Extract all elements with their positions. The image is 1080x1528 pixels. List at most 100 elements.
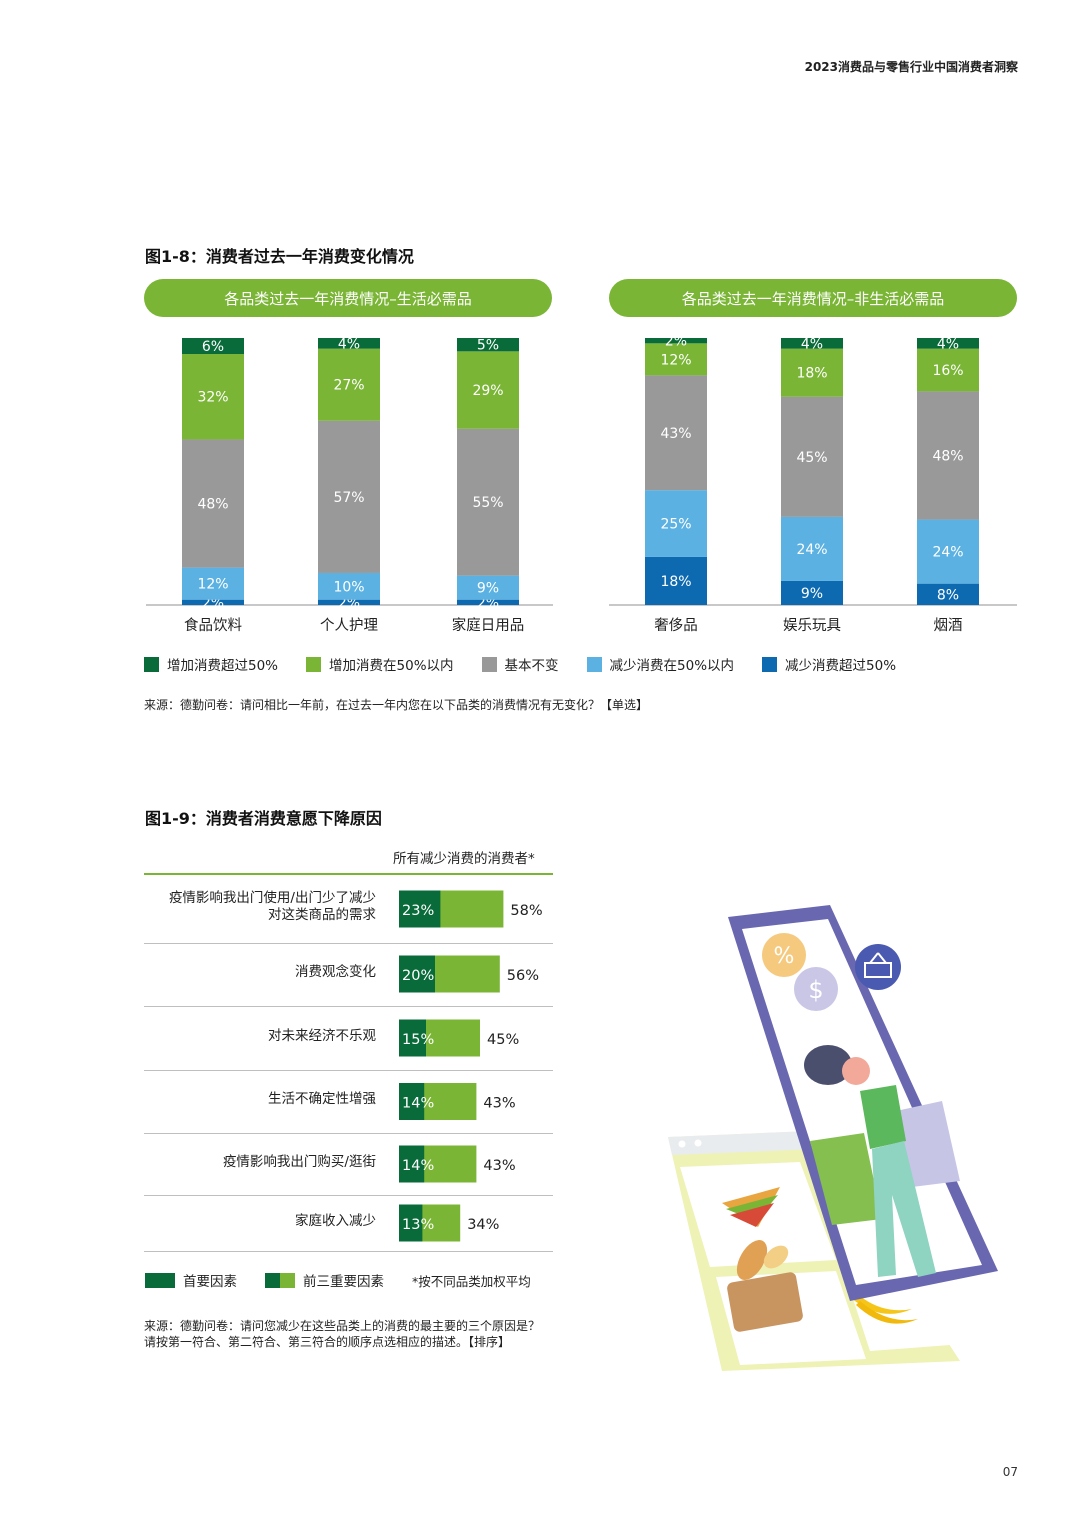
bar-primary xyxy=(399,1204,423,1242)
legend-note: *按不同品类加权平均 xyxy=(412,1273,531,1289)
outer-label: 43% xyxy=(483,1096,515,1112)
outer-label: 34% xyxy=(467,1217,499,1233)
category-label: 奢侈品 xyxy=(654,617,698,634)
row-label: 疫情影响我出门使用/出门少了减少 对这类商品的需求 xyxy=(169,890,376,924)
data-label: 9% xyxy=(801,586,823,602)
bar-segment xyxy=(645,490,707,557)
row-label-line: 生活不确定性增强 xyxy=(268,1091,376,1107)
data-label: 32% xyxy=(197,390,228,406)
bar-segment xyxy=(457,351,519,429)
row-label: 家庭收入减少 xyxy=(295,1213,376,1230)
outer-label: 45% xyxy=(487,1032,519,1048)
fig8-left-pill: 各品类过去一年消费情况–生活必需品 xyxy=(144,279,552,317)
data-label: 25% xyxy=(660,517,691,533)
page-number: 07 xyxy=(1002,1465,1018,1479)
svg-text:%: % xyxy=(774,944,795,969)
bar-segment xyxy=(645,338,707,344)
fig9-header-rule xyxy=(144,873,553,875)
legend-item: 减少消费超过50% xyxy=(762,654,896,674)
bar-segment xyxy=(318,599,380,605)
bar-segment xyxy=(917,391,979,520)
fig8-right-pill: 各品类过去一年消费情况–非生活必需品 xyxy=(609,279,1017,317)
inner-label: 15% xyxy=(402,1032,434,1048)
row-label: 消费观念变化 xyxy=(295,964,376,981)
sandwich-icon xyxy=(722,1187,780,1227)
percent-icon: % xyxy=(762,933,806,977)
woman-figure xyxy=(804,1045,936,1277)
data-label: 24% xyxy=(932,545,963,561)
bar-primary xyxy=(399,955,435,993)
bar-segment xyxy=(781,396,843,517)
outer-label: 43% xyxy=(483,1158,515,1174)
data-label: 24% xyxy=(796,542,827,558)
bar-segment xyxy=(781,516,843,581)
bar-segment xyxy=(917,519,979,584)
legend-label: 基本不变 xyxy=(504,658,559,674)
bar-segment xyxy=(182,599,244,605)
data-label: 43% xyxy=(660,426,691,442)
data-label: 55% xyxy=(472,495,503,511)
bar-segment xyxy=(318,420,380,573)
dollar-icon: $ xyxy=(794,967,838,1011)
legend-swatch xyxy=(306,656,322,672)
legend-label: 首要因素 xyxy=(183,1274,237,1290)
legend-item-top3: 前三重要因素 xyxy=(265,1270,384,1290)
data-label: 5% xyxy=(477,338,499,354)
legend-label: 减少消费超过50% xyxy=(785,658,897,674)
bar-segment xyxy=(781,348,843,397)
inner-label: 23% xyxy=(402,903,434,919)
category-label: 食品饮料 xyxy=(184,617,242,634)
bar-segment xyxy=(457,338,519,352)
data-label: 57% xyxy=(333,490,364,506)
bar-segment xyxy=(917,348,979,392)
data-label: 4% xyxy=(801,336,823,352)
row-divider xyxy=(144,1251,553,1252)
fig9-table: 疫情影响我出门使用/出门少了减少 对这类商品的需求消费观念变化对未来经济不乐观 生活… xyxy=(144,875,553,1255)
inner-label: 14% xyxy=(402,1096,434,1112)
data-label: 27% xyxy=(333,378,364,394)
data-label: 18% xyxy=(796,366,827,382)
row-divider xyxy=(144,1133,553,1134)
bar-segment xyxy=(781,580,843,605)
bar-segment xyxy=(457,599,519,605)
fig8-source: 来源：德勤问卷：请问相比一年前，在过去一年内您在以下品类的消费情况有无变化？【单… xyxy=(144,698,649,712)
legend-item: 减少消费在50%以内 xyxy=(586,654,735,674)
row-label: 疫情影响我出门购买/逛街 xyxy=(223,1154,376,1171)
legend-label: 减少消费在50%以内 xyxy=(609,658,735,674)
row-label-line: 家庭收入减少 xyxy=(295,1212,376,1229)
data-label: 48% xyxy=(197,497,228,513)
bar-segment xyxy=(182,354,244,440)
row-label: 对未来经济不乐观 xyxy=(268,1028,376,1045)
outer-label: 56% xyxy=(507,968,539,984)
legend-swatch xyxy=(586,656,602,672)
svg-text:$: $ xyxy=(808,976,823,1004)
legend-swatch-dark xyxy=(265,1272,280,1288)
row-label-line: 疫情影响我出门购买/逛街 xyxy=(222,1153,376,1170)
bar-segment xyxy=(645,343,707,376)
inner-label: 14% xyxy=(402,1158,434,1174)
bar-segment xyxy=(182,439,244,568)
bar-segment xyxy=(318,348,380,421)
legend-label: 增加消费超过50% xyxy=(167,658,279,674)
bar-primary xyxy=(399,890,441,928)
bar-segment xyxy=(182,338,244,355)
category-label: 家庭日用品 xyxy=(452,617,525,634)
row-divider xyxy=(144,1006,553,1007)
outer-label: 58% xyxy=(510,903,542,919)
row-label-line: 疫情影响我出门使用/出门少了减少 xyxy=(168,890,376,906)
row-label-line: 对未来经济不乐观 xyxy=(268,1027,376,1044)
data-label: 6% xyxy=(202,339,224,355)
fig9-source: 来源：德勤问卷：请问您减少在这些品类上的消费的最主要的三个原因是？请按第一符合、… xyxy=(144,1319,541,1349)
data-label: 45% xyxy=(796,450,827,466)
legend-swatch xyxy=(762,656,778,672)
bar-segment xyxy=(318,338,380,349)
data-label: 12% xyxy=(197,577,228,593)
data-label: 16% xyxy=(932,363,963,379)
bar-segment xyxy=(457,428,519,576)
data-label: 29% xyxy=(472,383,503,399)
category-label: 烟酒 xyxy=(934,617,963,634)
fig9-title: 图1-9：消费者消费意愿下降原因 xyxy=(145,809,382,828)
row-label-line: 消费观念变化 xyxy=(295,963,376,980)
shopping-bag-icon xyxy=(810,1101,960,1225)
bar-segment xyxy=(917,338,979,349)
